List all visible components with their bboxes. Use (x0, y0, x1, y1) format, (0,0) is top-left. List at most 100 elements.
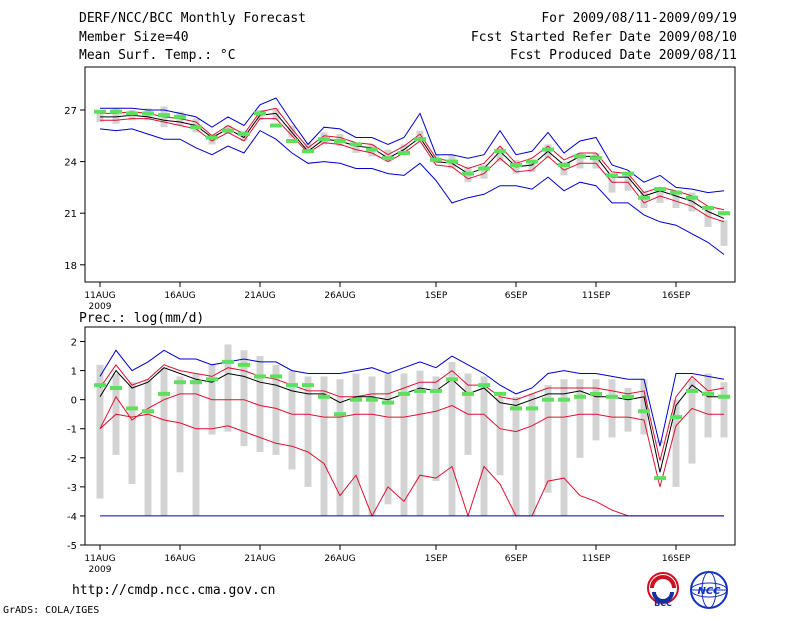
mean-marker (206, 135, 218, 140)
spread-bar (672, 190, 680, 209)
series-line-median (99, 367, 724, 473)
spread-bar (720, 220, 728, 246)
spread-bar (112, 108, 120, 124)
spread-bar (96, 110, 104, 123)
spread-bar (416, 130, 424, 141)
spread-bar (224, 344, 232, 432)
series-line-upper (99, 363, 725, 461)
mean-marker (270, 374, 282, 379)
spread-bar (400, 373, 408, 516)
mean-marker (350, 397, 362, 402)
spread-bar (624, 388, 632, 432)
y-tick-label: -3 (67, 483, 77, 494)
mean-marker (574, 394, 586, 399)
mean-marker (366, 147, 378, 152)
mean-marker (366, 397, 378, 402)
bcc-logo-text: BCC (654, 599, 672, 608)
mean-marker (222, 128, 234, 133)
spread-bar (592, 379, 600, 441)
spread-bar (320, 376, 328, 516)
mean-marker (526, 159, 538, 164)
y-tick-label: -2 (67, 454, 77, 465)
spread-bar (576, 153, 584, 169)
mean-marker (606, 394, 618, 399)
mean-marker (286, 383, 298, 388)
mean-marker (478, 166, 490, 171)
mean-marker (462, 171, 474, 176)
mean-marker (174, 380, 186, 385)
series-line-lower (99, 393, 724, 488)
mean-marker (510, 406, 522, 411)
mean-marker (318, 137, 330, 142)
spread-bar (272, 364, 280, 455)
x-tick-label: 11SEP (582, 554, 611, 564)
spread-bar (592, 153, 600, 169)
x-tick-label: 6SEP (505, 291, 528, 301)
x-tick-label: 11AUG (84, 291, 115, 301)
spread-bar (288, 125, 296, 138)
spread-bar (496, 396, 504, 476)
mean-marker (654, 476, 666, 481)
mean-marker (478, 383, 490, 388)
spread-bar (640, 379, 648, 435)
spread-bar (704, 373, 712, 438)
y-tick-label: 27 (64, 106, 77, 117)
forecast-start-date: Fcst Started Refer Date 2009/08/10 (470, 30, 737, 45)
mean-marker (206, 377, 218, 382)
spread-bar (560, 379, 568, 516)
member-size: Member Size=40 (79, 30, 189, 45)
mean-marker (254, 374, 266, 379)
ncc-logo: NCC (690, 571, 728, 609)
mean-marker (318, 394, 330, 399)
spread-bar (368, 376, 376, 516)
bcc-logo: BCC (647, 572, 679, 608)
x-tick-label: 26AUG (324, 291, 355, 301)
y-tick-label: 2 (71, 338, 77, 349)
mean-marker (558, 163, 570, 168)
spread-bar (416, 370, 424, 516)
mean-marker (126, 406, 138, 411)
mean-marker (494, 391, 506, 396)
mean-marker (94, 383, 106, 388)
mean-marker (446, 159, 458, 164)
mean-marker (510, 163, 522, 168)
spread-bar (672, 399, 680, 487)
series-line-lower (100, 118, 725, 223)
mean-marker (302, 383, 314, 388)
series-line-median (100, 112, 725, 219)
y-tick-label: 1 (71, 367, 77, 378)
mean-marker (590, 156, 602, 161)
mean-marker (622, 171, 634, 176)
mean-marker (654, 187, 666, 192)
mean-marker (142, 409, 154, 414)
mean-marker (702, 206, 714, 211)
mean-marker (398, 151, 410, 155)
source-url[interactable]: http://cmdp.ncc.cma.gov.cn (72, 583, 276, 598)
spread-bar (608, 379, 616, 438)
spread-bar (528, 159, 536, 172)
spread-bar (528, 393, 536, 516)
spread-bar (304, 376, 312, 487)
mean-marker (350, 142, 362, 147)
mean-marker (494, 149, 506, 154)
forecast-produced-date: Fcst Produced Date 2009/08/11 (510, 48, 737, 63)
y-tick-label: 21 (64, 209, 77, 220)
x-tick-label: 1SEP (425, 291, 448, 301)
spread-bar (608, 177, 616, 193)
x-tick-label: 1SEP (425, 554, 448, 564)
spread-bar (624, 175, 632, 191)
spread-bar (384, 373, 392, 505)
mean-marker (670, 415, 682, 420)
ncc-logo-text: NCC (697, 586, 721, 597)
spread-bar (176, 376, 184, 473)
mean-marker (174, 114, 186, 119)
x-tick-label: 21AUG (244, 291, 275, 301)
spread-bar (336, 379, 344, 516)
spread-bar (352, 373, 360, 516)
mean-marker (190, 380, 202, 385)
spread-bar (288, 370, 296, 470)
spread-bar (272, 108, 280, 121)
mean-marker (238, 132, 250, 137)
mean-marker (574, 154, 586, 159)
